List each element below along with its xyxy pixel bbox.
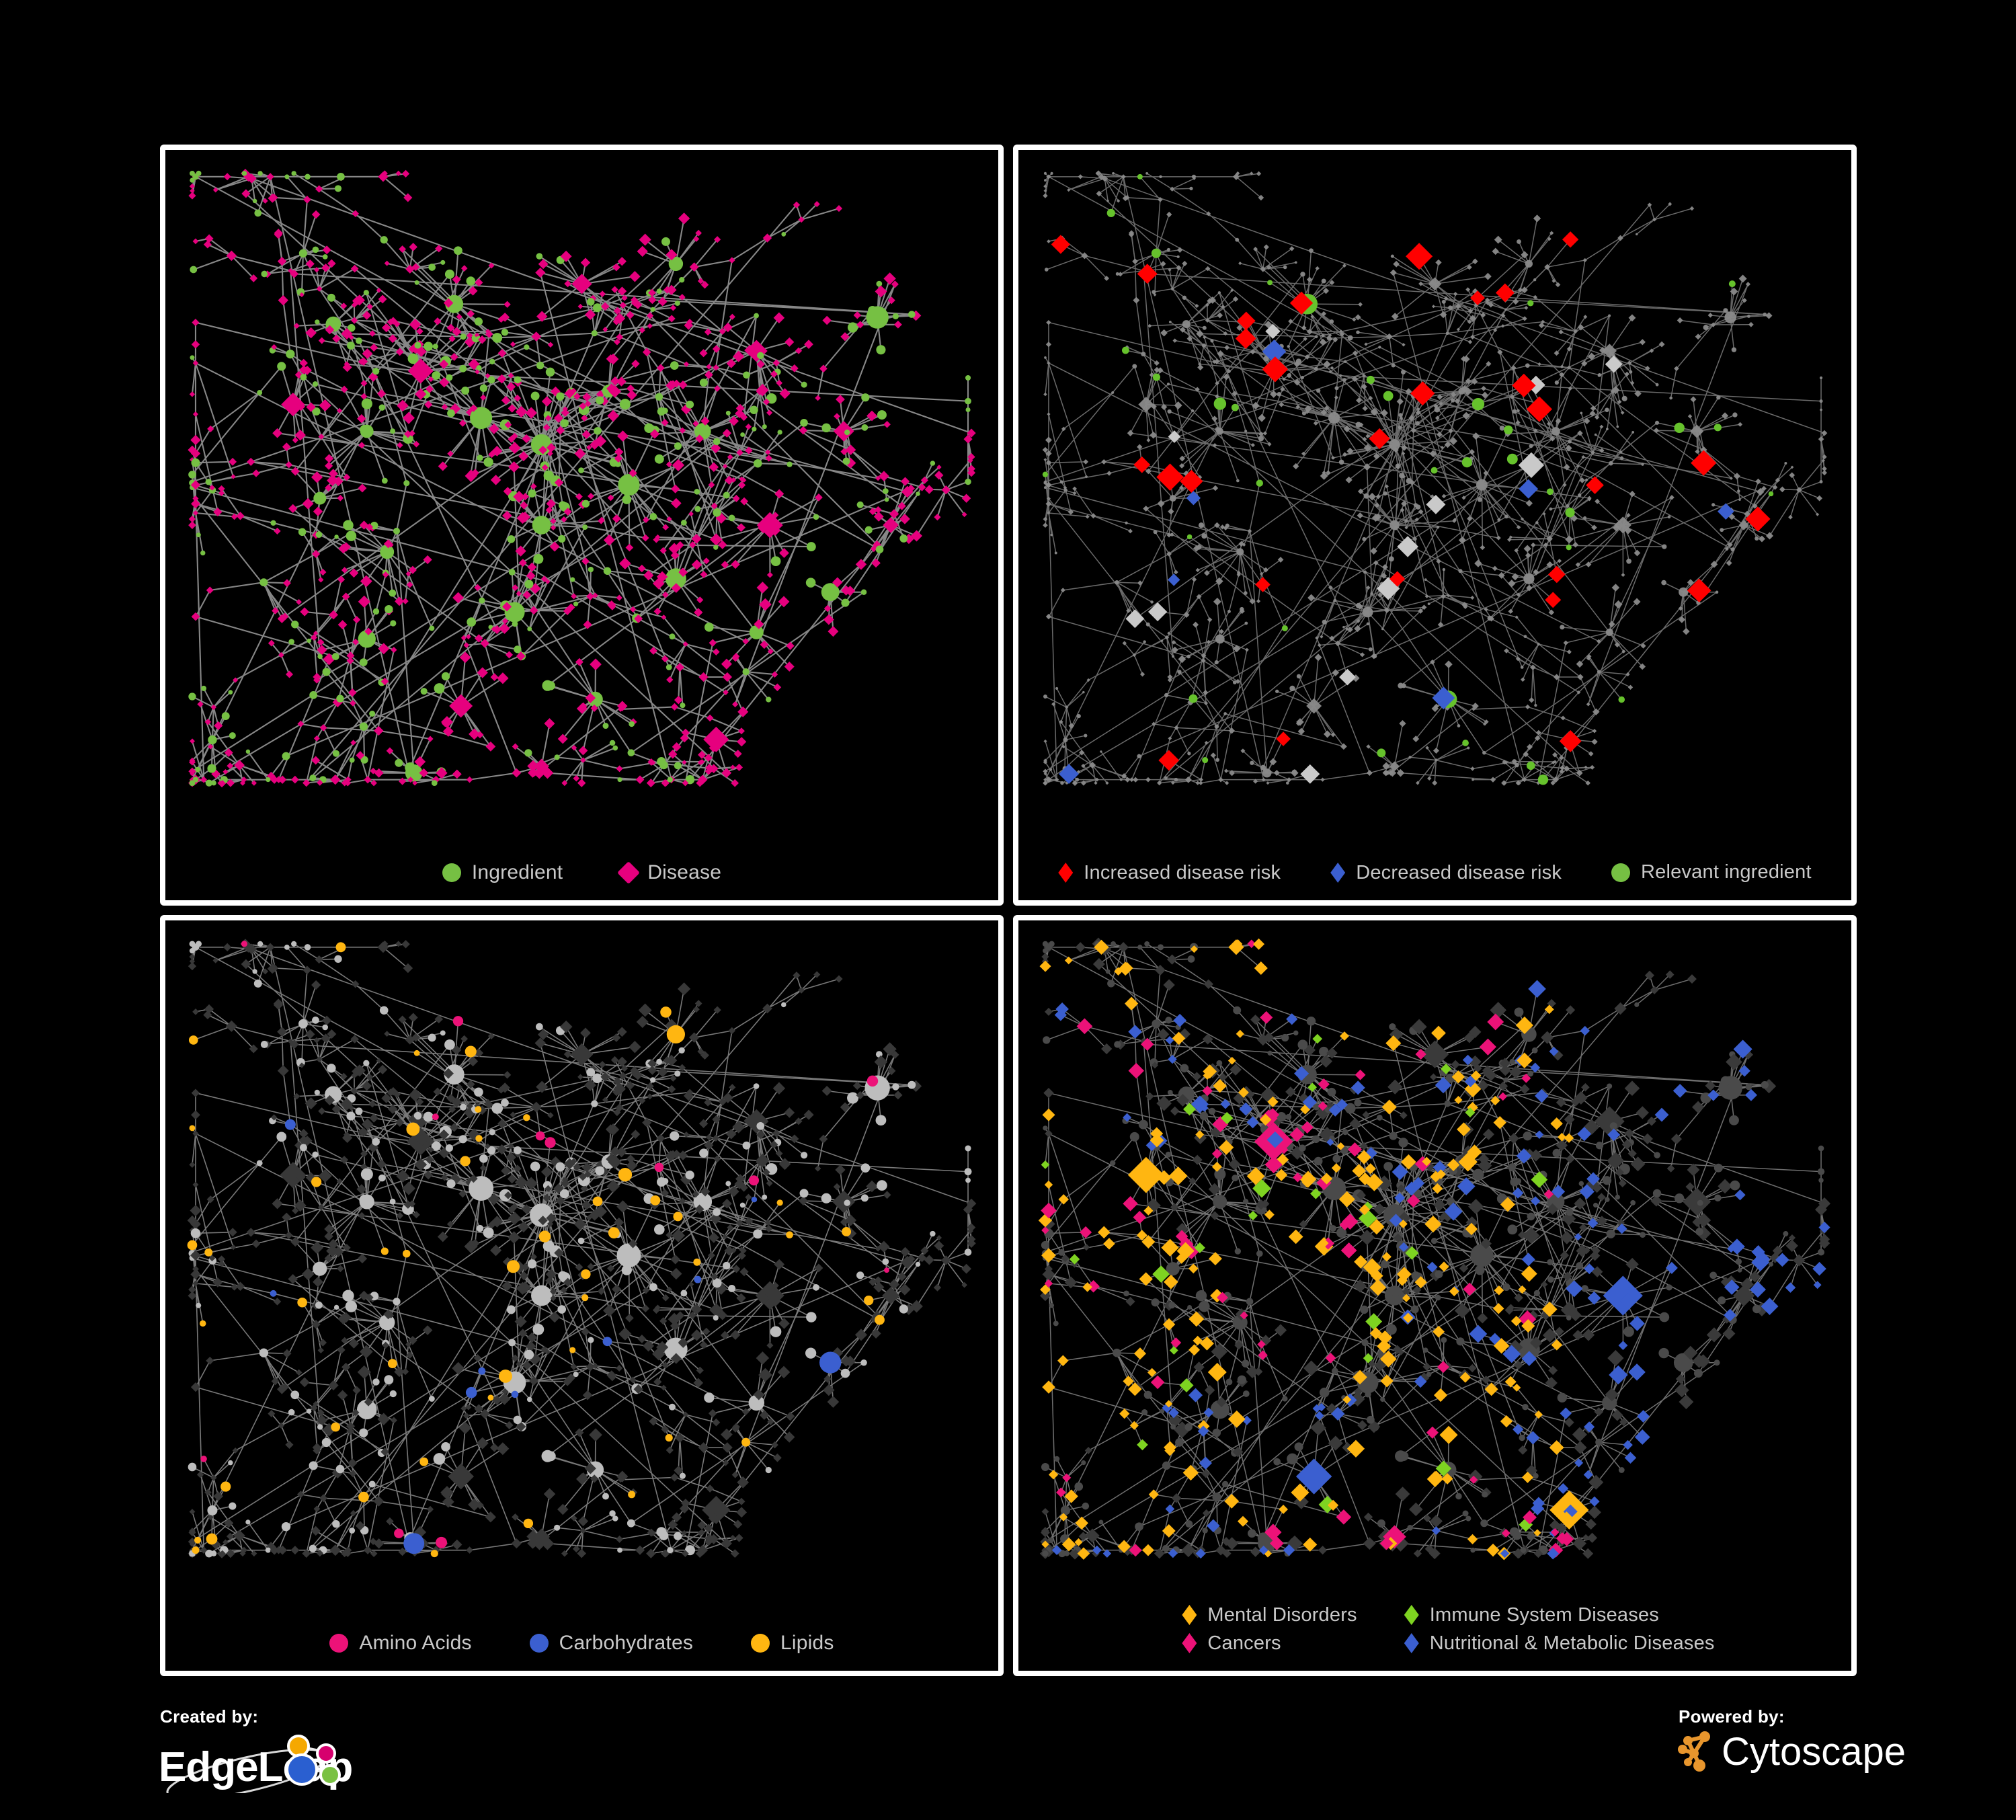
panel-disease-categories[interactable]: Mental Disorders Immune System Diseases …: [1013, 915, 1857, 1676]
network-graph-ingredient-classes[interactable]: [165, 920, 998, 1671]
network-graph-disease-risk[interactable]: [1018, 150, 1851, 900]
cytoscape-node-icon: [1678, 1731, 1710, 1772]
cytoscape-wordmark-row: Cytoscape: [1677, 1731, 1966, 1773]
edgeleap-logo[interactable]: Created by: EdgeLeap EdgeLeap: [160, 1706, 469, 1794]
cytoscape-logo[interactable]: Powered by: Cytoscape: [1677, 1706, 1966, 1794]
panel-ingredient-classes[interactable]: Amino Acids Carbohydrates Lipids: [160, 915, 1004, 1676]
network-graph-disease-categories[interactable]: [1018, 920, 1851, 1671]
created-by-label: Created by:: [160, 1706, 259, 1727]
edgeleap-wordmark-row: EdgeLeap EdgeLeap: [160, 1731, 469, 1793]
panel-grid: Ingredient Disease Increased disease ris…: [160, 145, 1857, 1676]
edgeleap-graph-icon: EdgeLeap: [160, 1735, 353, 1793]
panel-disease-risk[interactable]: Increased disease risk Decreased disease…: [1013, 145, 1857, 906]
panel-ingredient-disease[interactable]: Ingredient Disease: [160, 145, 1004, 906]
cytoscape-wordmark: Cytoscape: [1722, 1730, 1906, 1774]
powered-by-label: Powered by:: [1679, 1706, 1785, 1727]
network-graph-ingredient-disease[interactable]: [165, 150, 998, 900]
